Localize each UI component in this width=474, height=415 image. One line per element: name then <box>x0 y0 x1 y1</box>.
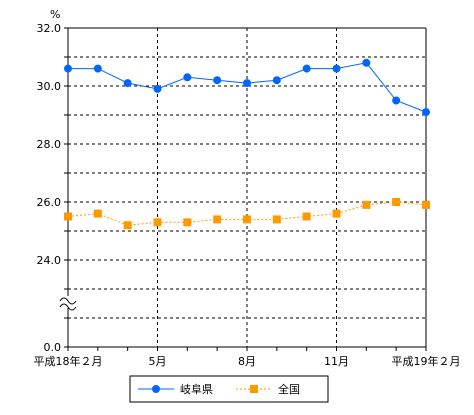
y-unit-label: % <box>50 8 60 21</box>
legend-label: 岐阜県 <box>180 383 213 396</box>
data-point <box>213 215 222 224</box>
legend: 岐阜県 全国 <box>129 375 329 403</box>
data-point <box>392 198 401 206</box>
data-point <box>64 64 72 73</box>
gridlines <box>68 27 426 347</box>
data-point <box>243 79 251 88</box>
data-point <box>332 64 341 73</box>
axis-break-mask <box>60 296 76 308</box>
y-tick-label: 24.0 <box>37 254 62 267</box>
data-point <box>302 212 311 221</box>
data-point <box>183 73 192 82</box>
y-tick-label: 0.0 <box>44 341 62 354</box>
data-point <box>64 212 72 221</box>
y-tick-label: 32.0 <box>37 22 62 35</box>
series-2 <box>64 198 430 230</box>
data-point <box>123 79 132 88</box>
axis-break-mark <box>59 303 77 311</box>
axes <box>59 27 427 351</box>
legend-marker <box>250 385 258 393</box>
data-point <box>422 108 430 117</box>
data-point <box>153 218 162 227</box>
data-point <box>392 96 401 105</box>
data-point <box>272 76 281 85</box>
x-tick-label: 5月 <box>149 355 167 368</box>
data-point <box>123 221 132 230</box>
data-point <box>183 218 192 227</box>
data-point <box>272 215 281 224</box>
y-tick-label: 30.0 <box>37 80 62 93</box>
data-point <box>362 58 371 67</box>
axis-break-mark <box>59 297 77 305</box>
series-1 <box>64 58 430 117</box>
data-point <box>213 76 222 85</box>
x-tick-label: 平成19年２月 <box>392 354 461 368</box>
data-point <box>422 200 430 209</box>
legend-label: 全国 <box>278 382 300 396</box>
x-tick-label: 8月 <box>238 355 256 368</box>
legend-marker <box>152 385 160 393</box>
x-tick-label: 11月 <box>324 355 349 368</box>
data-point <box>362 200 371 209</box>
y-tick-label: 26.0 <box>37 196 62 209</box>
x-tick-label: 平成18年２月 <box>34 354 103 368</box>
data-point <box>93 209 102 218</box>
data-point <box>302 64 311 73</box>
legend-item: 岐阜県 <box>138 383 213 396</box>
legend-item: 全国 <box>236 382 300 396</box>
data-point <box>243 215 251 224</box>
data-point <box>153 84 162 93</box>
series-layer <box>64 58 430 230</box>
data-point <box>93 64 102 73</box>
data-point <box>332 209 341 218</box>
y-tick-label: 28.0 <box>37 138 62 151</box>
